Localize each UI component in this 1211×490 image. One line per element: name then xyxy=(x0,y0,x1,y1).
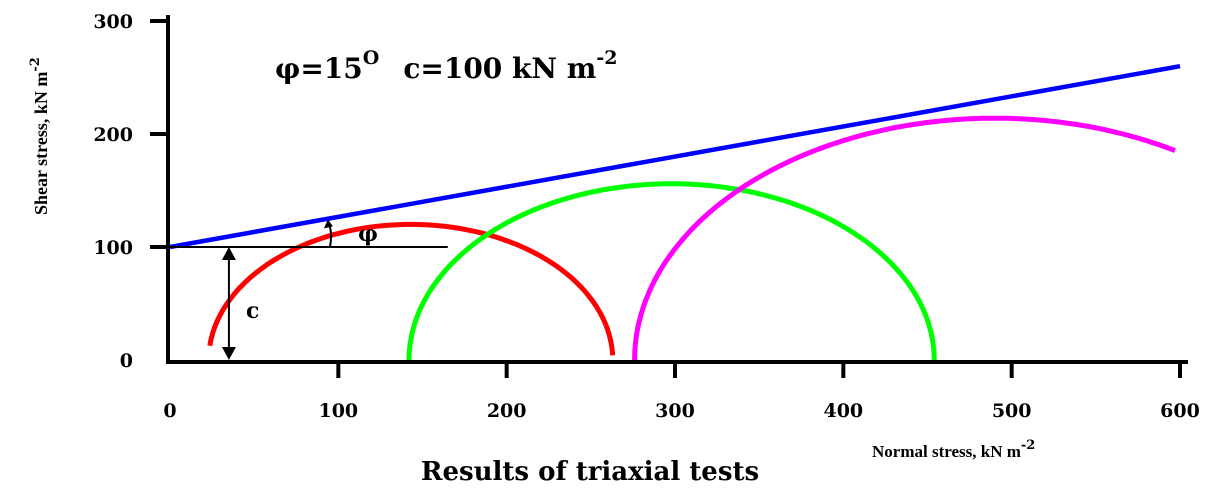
y-tick-label: 200 xyxy=(93,124,133,146)
x-axis-label: Normal stress, kN m-2 xyxy=(872,438,1035,461)
x-tick-label: 500 xyxy=(992,400,1032,422)
c-text: c=100 kN m xyxy=(403,52,596,85)
x-tick-label: 300 xyxy=(655,400,695,422)
phi-text: φ=15 xyxy=(275,52,363,85)
cohesion-arrow-head-bottom xyxy=(221,347,236,360)
x-tick-label: 400 xyxy=(823,400,863,422)
failure-envelope-line xyxy=(169,63,1181,250)
phi-angle-arrowhead xyxy=(323,219,333,229)
phi-annotation: φ xyxy=(358,221,378,247)
x-axis-label-text: Normal stress, kN m xyxy=(872,442,1021,461)
mohr-circle-3 xyxy=(632,115,1176,361)
y-axis-label: Shear stress, kN m-2 xyxy=(28,57,51,215)
parameters-text: φ=15O c=100 kN m-2 xyxy=(275,47,618,85)
phi-degree-superscript: O xyxy=(363,47,380,69)
y-axis-label-exp: -2 xyxy=(28,57,43,71)
y-tick-label: 0 xyxy=(120,350,133,372)
mohr-circle-1 xyxy=(207,221,616,356)
x-tick-label: 200 xyxy=(487,400,527,422)
chart-title: Results of triaxial tests xyxy=(421,457,759,487)
y-axis-label-text: Shear stress, kN m xyxy=(31,72,51,215)
x-tick-label: 0 xyxy=(163,400,176,422)
mohr-circle-2 xyxy=(406,181,937,361)
c-unit-superscript: -2 xyxy=(596,47,617,69)
axis-ticks: 0 100 200 300 400 500 600 0 100 200 300 xyxy=(93,11,1200,422)
c-annotation: c xyxy=(246,298,259,324)
x-tick-label: 600 xyxy=(1160,400,1200,422)
y-tick-label: 300 xyxy=(93,11,133,33)
x-axis-label-exp: -2 xyxy=(1021,438,1035,453)
plot-area xyxy=(169,63,1181,361)
x-tick-label: 100 xyxy=(318,400,358,422)
y-tick-label: 100 xyxy=(93,237,133,259)
cohesion-arrow-head-top xyxy=(221,247,236,260)
